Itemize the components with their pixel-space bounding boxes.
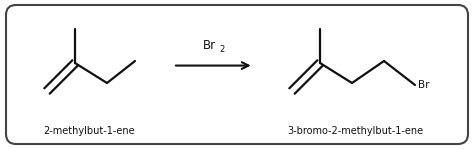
Text: 3-bromo-2-methylbut-1-ene: 3-bromo-2-methylbut-1-ene xyxy=(287,126,423,136)
FancyBboxPatch shape xyxy=(6,5,468,144)
Text: Br: Br xyxy=(418,80,429,90)
Text: 2-methylbut-1-ene: 2-methylbut-1-ene xyxy=(43,126,135,136)
Text: Br: Br xyxy=(203,39,216,52)
Text: 2: 2 xyxy=(219,45,225,53)
